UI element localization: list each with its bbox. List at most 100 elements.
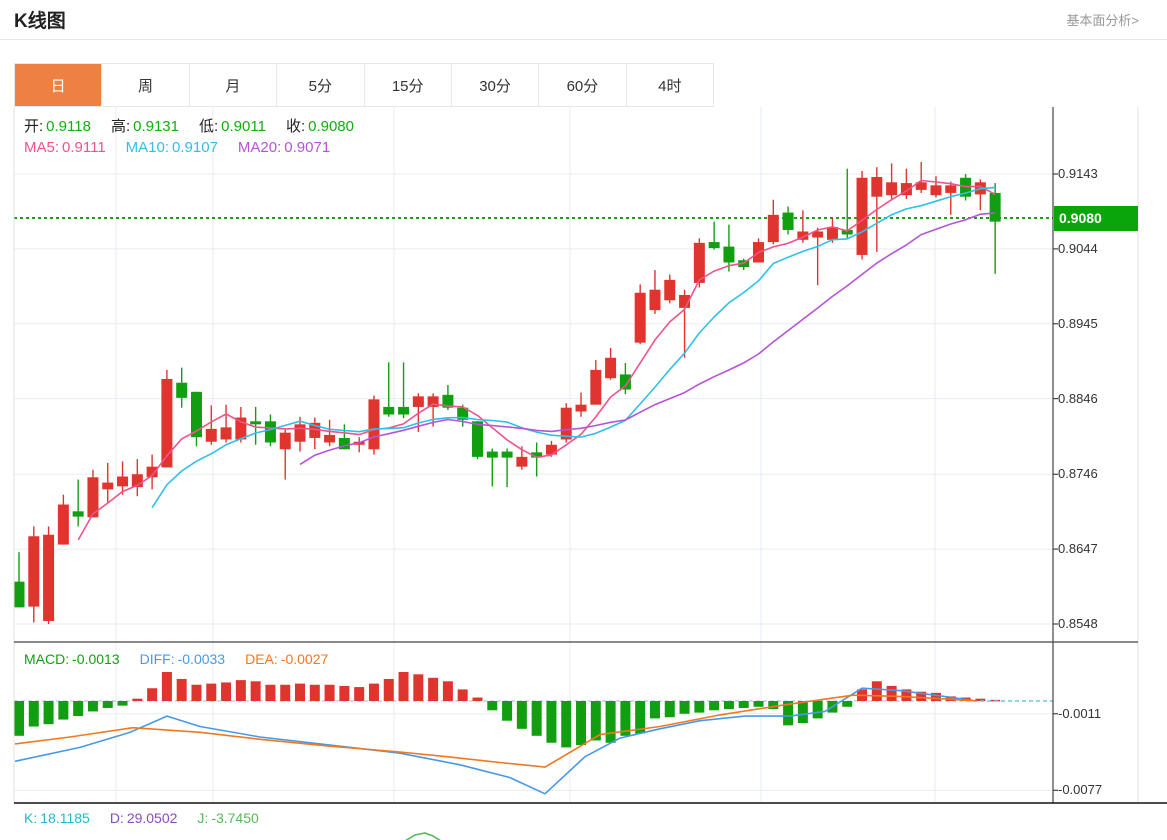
candle-body [826,226,838,240]
candle-body [767,214,779,243]
candle-body [205,428,217,442]
candle-body [57,504,69,545]
legend-item: DIFF: -0.0033 [140,651,225,667]
macd-bar [191,684,202,701]
candle-body [72,511,84,517]
fundamental-analysis-link[interactable]: 基本面分析> [1066,13,1139,28]
candle-body [945,185,957,193]
price-tick-label: 0.9044 [1058,240,1098,256]
candle-body [250,421,262,425]
tab-15min[interactable]: 15分 [363,64,451,106]
macd-bar [14,701,24,736]
tab-day[interactable]: 日 [15,64,102,106]
legend-value: -3.7450 [211,810,259,826]
macd-bar [147,688,158,701]
legend-label: K: [24,810,38,826]
macd-bar [339,685,350,701]
candle-body [279,432,291,450]
legend-value: 0.9071 [284,139,331,156]
legend-value: 0.9111 [62,139,106,156]
macd-bar [265,684,276,701]
ma10-line [151,186,996,509]
candle-body [575,404,587,412]
candle-body [649,289,661,311]
diff-line [14,687,978,795]
legend-value: 0.9080 [308,118,354,135]
macd-bar [679,701,690,714]
candle-body [797,231,809,240]
macd-bar [235,680,246,701]
candle-body [679,295,691,308]
tab-30min[interactable]: 30分 [450,64,538,106]
ma-legend: MA5: 0.9111 MA10: 0.9107 MA20: 0.9071 [24,139,330,156]
macd-tick-label: -0.0011 [1058,705,1102,721]
tab-week[interactable]: 周 [101,64,188,106]
legend-value: 0.9107 [172,139,218,156]
candle-body [886,182,898,196]
macd-legend: MACD: -0.0013 DIFF: -0.0033 DEA: -0.0027 [24,651,328,667]
legend-value: -0.0013 [72,651,120,667]
legend-item: DEA: -0.0027 [245,651,328,667]
candle-body [442,394,454,408]
macd-bar [576,701,587,746]
legend-value: -0.0027 [280,651,329,667]
macd-bar [709,701,720,711]
candle-body [693,242,705,283]
candle-body [841,229,853,235]
price-tick-label: 0.8846 [1058,390,1098,406]
tab-60min[interactable]: 60分 [538,64,625,106]
candle-body [457,407,469,420]
candle-body [264,421,276,443]
macd-bar [487,701,498,711]
tab-4hour[interactable]: 4时 [625,64,713,106]
macd-bar [117,701,128,706]
legend-label: D: [109,810,124,826]
macd-bar [309,684,320,701]
legend-item: MACD: -0.0013 [24,651,120,667]
legend-label: 高: [110,118,131,135]
candle-body [664,279,676,301]
candle-body [723,246,735,263]
candle-body [605,357,617,379]
page-title: K线图 [14,11,66,32]
macd-bar [472,697,483,701]
macd-bar [635,701,646,734]
tab-month[interactable]: 月 [188,64,276,106]
candle-body [856,177,868,255]
kdj-j-line [405,832,441,840]
macd-bar [620,701,631,736]
candle-body [131,474,143,488]
macd-bar [58,701,69,720]
macd-bar [930,692,941,701]
candle-body [471,421,483,457]
candle-body [871,177,883,197]
candle-body [309,422,321,438]
macd-bar [605,701,616,743]
macd-bar [102,701,113,708]
legend-value: 0.9011 [221,118,266,135]
legend-label: MA10: [125,139,170,156]
macd-bar [280,684,291,701]
legend-label: 低: [199,118,219,135]
header-divider [0,39,1167,40]
macd-bar [250,681,261,701]
macd-bar [413,674,424,701]
tab-5min[interactable]: 5分 [276,64,363,106]
macd-bar [694,701,705,713]
candle-body [190,391,202,438]
legend-label: MACD: [24,651,70,667]
legend-label: J: [197,810,209,826]
macd-bar [753,701,764,707]
candle-body [989,192,1001,222]
macd-bar [457,689,468,701]
macd-bar [398,672,409,701]
legend-label: DEA: [245,651,278,667]
macd-bar [812,701,823,719]
macd-bar [516,701,527,729]
candle-body [708,242,720,249]
candle-body [102,482,114,490]
legend-item: MA20: 0.9071 [238,139,330,156]
macd-bar [723,701,734,710]
